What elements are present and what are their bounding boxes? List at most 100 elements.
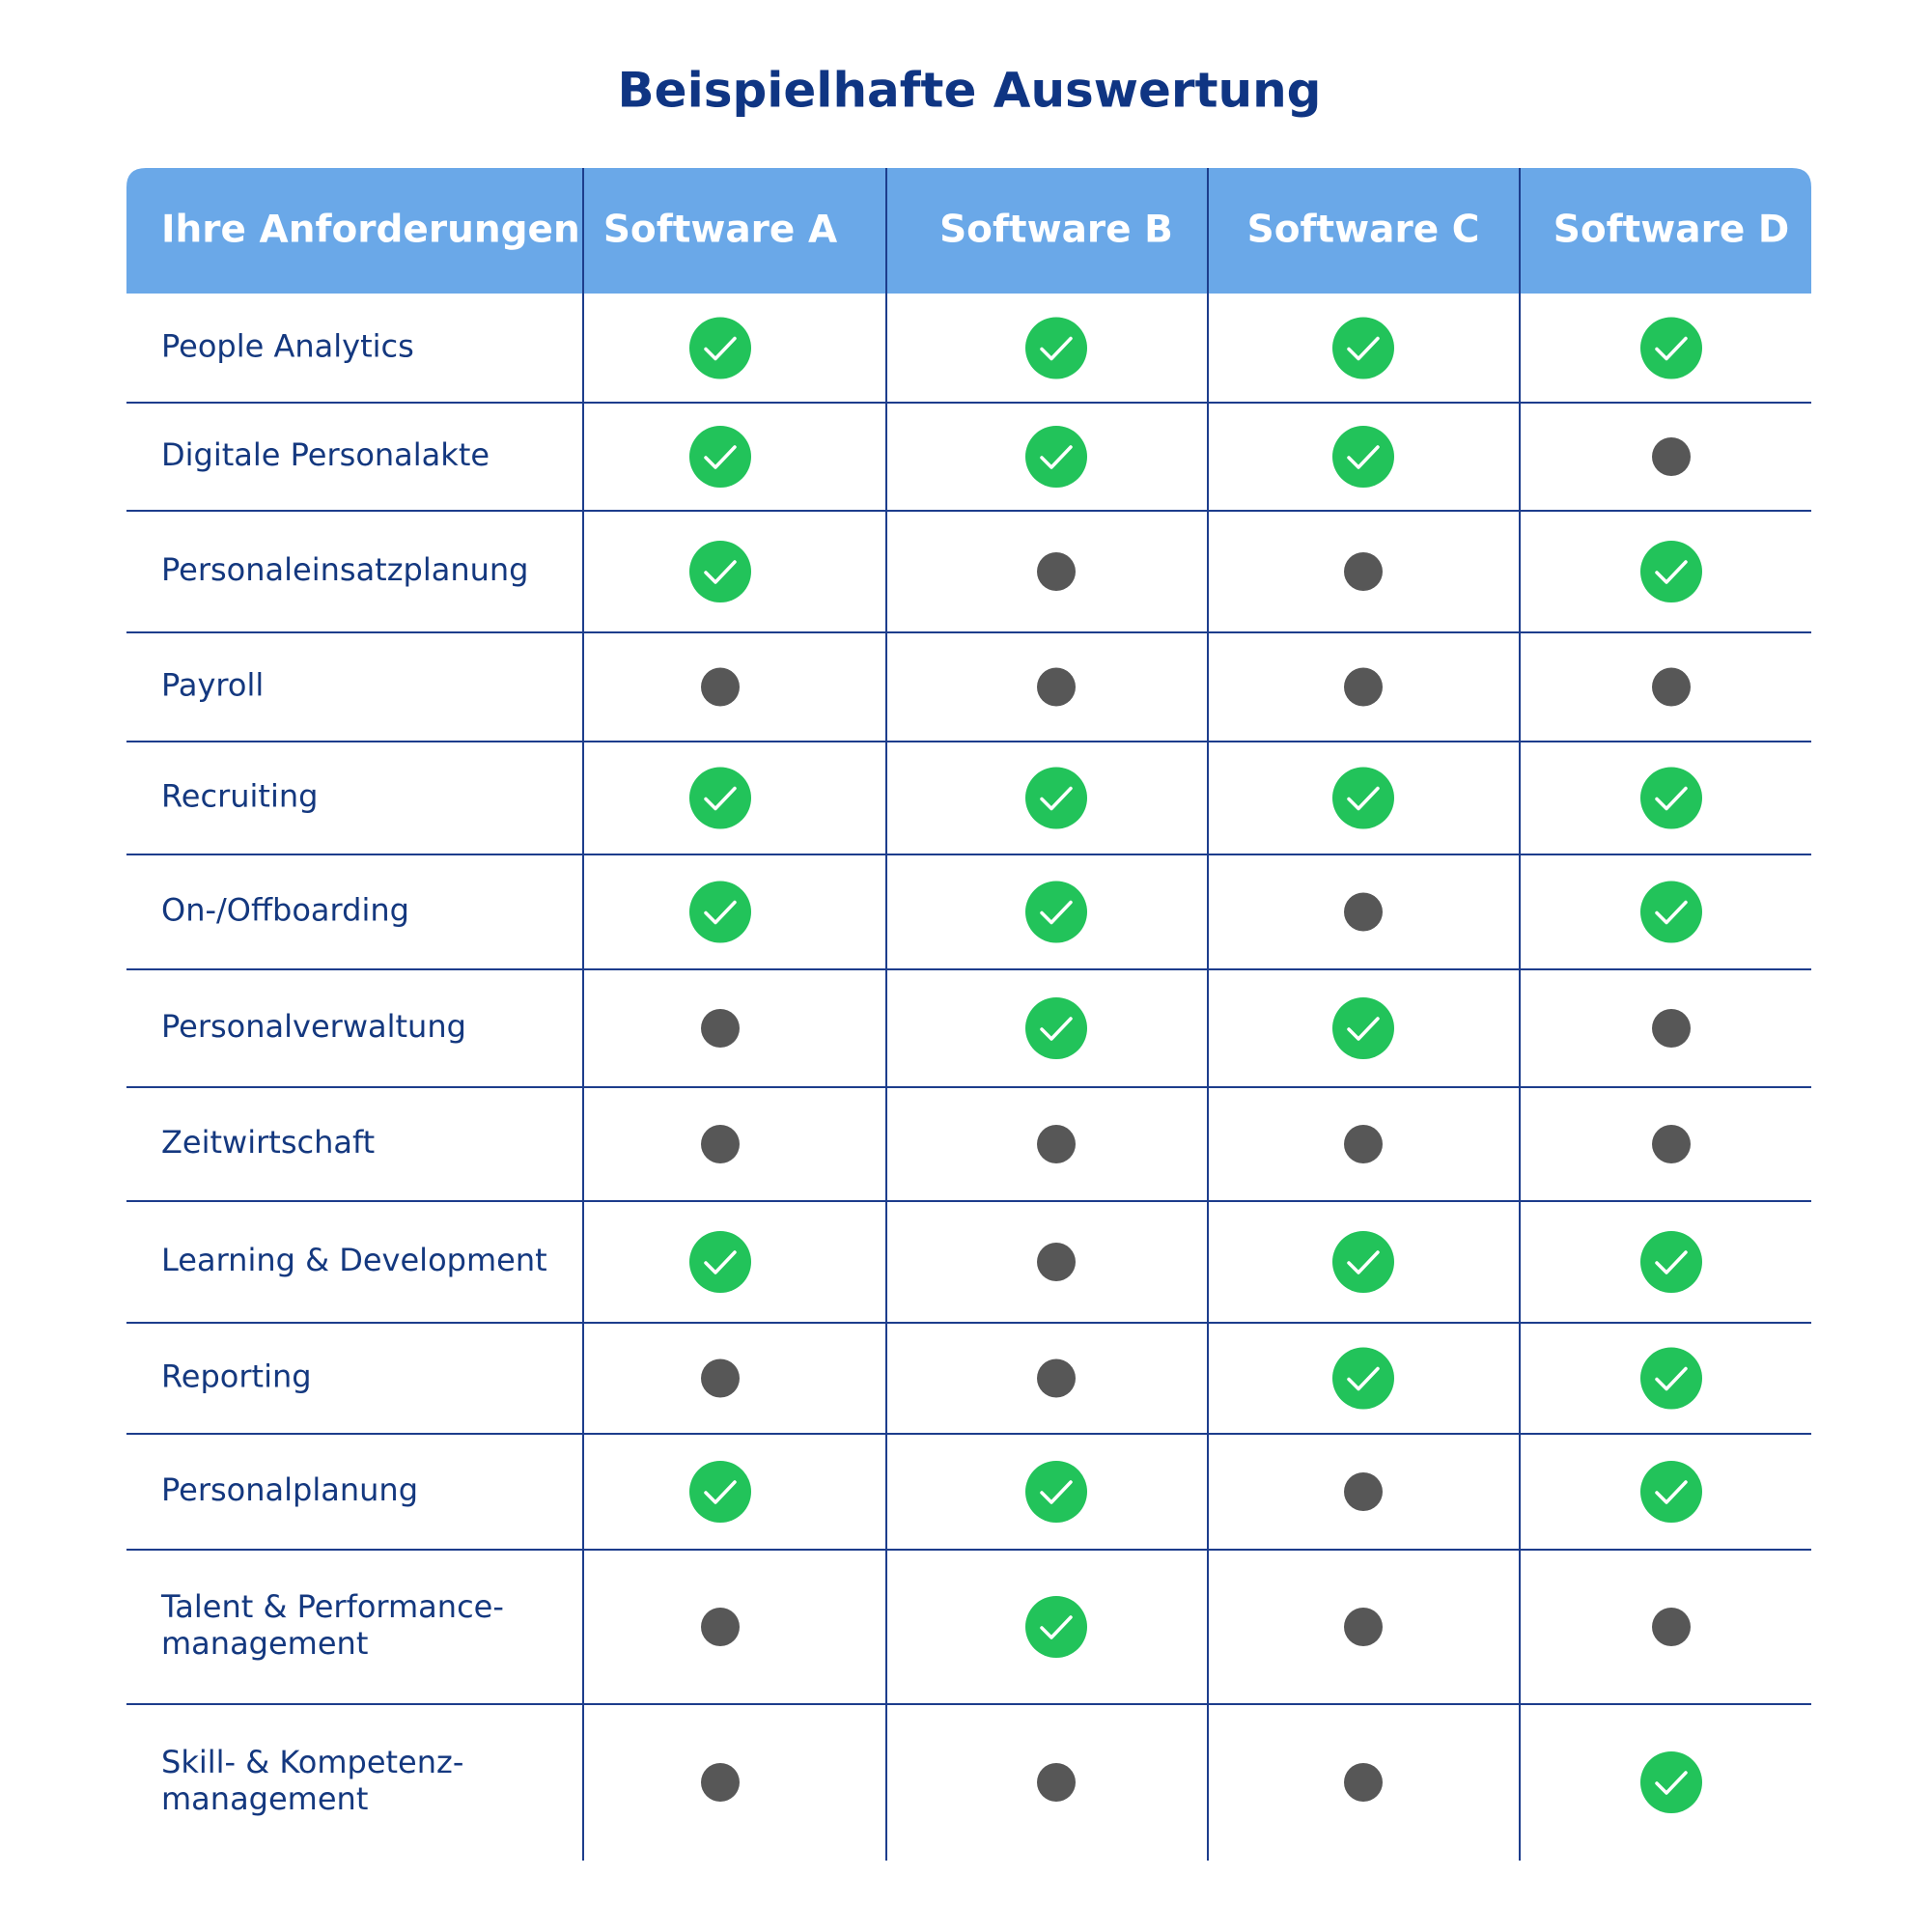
missing-dot	[701, 1608, 740, 1646]
check-circle	[1640, 1347, 1702, 1410]
check-icon	[1025, 767, 1087, 829]
check-icon	[1025, 1596, 1087, 1658]
check-icon	[1640, 541, 1702, 602]
check-circle	[1025, 767, 1087, 829]
missing-dot	[701, 1763, 740, 1802]
check-icon	[1332, 1231, 1394, 1293]
check-mark	[704, 445, 737, 469]
missing-dot	[701, 667, 740, 707]
check-circle	[689, 881, 751, 943]
check-mark	[1655, 1250, 1688, 1274]
check-circle	[1332, 767, 1394, 829]
check-mark	[1655, 900, 1688, 925]
missing-dot	[1652, 1608, 1691, 1646]
check-circle	[1332, 997, 1394, 1059]
check-icon	[1332, 767, 1394, 829]
row-label: Personaleinsatzplanung	[161, 551, 528, 588]
check-circle	[1640, 1231, 1702, 1293]
check-mark	[1655, 1480, 1688, 1504]
check-icon	[689, 767, 751, 829]
check-icon	[1640, 881, 1702, 943]
row-label: Payroll	[161, 667, 264, 704]
missing-dot	[701, 1009, 740, 1048]
missing-dot	[701, 1358, 740, 1398]
check-mark	[1040, 1017, 1073, 1041]
check-mark	[1040, 1615, 1073, 1639]
column-header: Software B	[939, 209, 1173, 252]
missing-dot	[1037, 1358, 1076, 1398]
check-icon	[1332, 1347, 1394, 1410]
check-icon	[689, 1231, 751, 1293]
check-circle	[1025, 1461, 1087, 1523]
check-circle	[1332, 1231, 1394, 1293]
check-circle	[689, 1461, 751, 1523]
check-icon	[689, 881, 751, 943]
check-mark	[704, 1480, 737, 1504]
row-label: Reporting	[161, 1358, 312, 1395]
column-header: Software A	[603, 209, 837, 252]
check-circle	[689, 767, 751, 829]
check-circle	[1025, 881, 1087, 943]
title: Beispielhafte Auswertung	[618, 63, 1322, 119]
row-label: management	[161, 1780, 368, 1817]
missing-dot	[1037, 552, 1076, 591]
check-circle	[1025, 426, 1087, 488]
check-circle	[689, 541, 751, 602]
check-icon	[1640, 1751, 1702, 1813]
check-mark	[1040, 900, 1073, 925]
missing-dot	[1344, 667, 1383, 707]
missing-dot	[1652, 437, 1691, 476]
row-label: On-/Offboarding	[161, 892, 409, 929]
check-icon	[1332, 317, 1394, 379]
missing-dot	[1037, 1125, 1076, 1163]
row-label: management	[161, 1625, 368, 1662]
check-mark	[1655, 336, 1688, 361]
check-mark	[1040, 336, 1073, 361]
check-circle	[1640, 767, 1702, 829]
check-circle	[1640, 881, 1702, 943]
missing-dot	[1344, 1608, 1383, 1646]
check-mark	[1347, 786, 1380, 811]
missing-dot	[1344, 1472, 1383, 1511]
check-mark	[1347, 336, 1380, 361]
check-mark	[704, 900, 737, 925]
row-label: Recruiting	[161, 778, 318, 815]
missing-dot	[1037, 1763, 1076, 1802]
check-mark	[1040, 445, 1073, 469]
check-mark	[1347, 445, 1380, 469]
check-circle	[689, 317, 751, 379]
column-header: Ihre Anforderungen	[161, 209, 580, 252]
column-header: Software C	[1247, 209, 1480, 252]
missing-dot	[1652, 667, 1691, 707]
row-label: Personalverwaltung	[161, 1008, 466, 1045]
check-circle	[1332, 1347, 1394, 1410]
check-mark	[704, 336, 737, 361]
check-icon	[689, 426, 751, 488]
check-circle	[1332, 317, 1394, 379]
check-circle	[1025, 1596, 1087, 1658]
check-mark	[1655, 786, 1688, 811]
check-circle	[1640, 1751, 1702, 1813]
missing-dot	[1652, 1009, 1691, 1048]
check-mark	[1040, 1480, 1073, 1504]
check-icon	[689, 1461, 751, 1523]
check-icon	[1025, 881, 1087, 943]
missing-dot	[1652, 1125, 1691, 1163]
check-icon	[1332, 997, 1394, 1059]
missing-dot	[1037, 667, 1076, 707]
check-mark	[1040, 786, 1073, 811]
check-mark	[1655, 1366, 1688, 1391]
check-mark	[1347, 1250, 1380, 1274]
check-icon	[1640, 1231, 1702, 1293]
check-mark	[704, 786, 737, 811]
check-mark	[704, 1250, 737, 1274]
row-label: Talent & Performance-	[160, 1588, 504, 1625]
row-label: Personalplanung	[161, 1471, 418, 1508]
check-icon	[1025, 1461, 1087, 1523]
row-label: Skill- & Kompetenz-	[161, 1744, 463, 1780]
check-circle	[1640, 1461, 1702, 1523]
row-label: Digitale Personalakte	[161, 436, 490, 473]
check-icon	[1640, 317, 1702, 379]
header-background	[126, 168, 1811, 294]
check-mark	[704, 560, 737, 584]
